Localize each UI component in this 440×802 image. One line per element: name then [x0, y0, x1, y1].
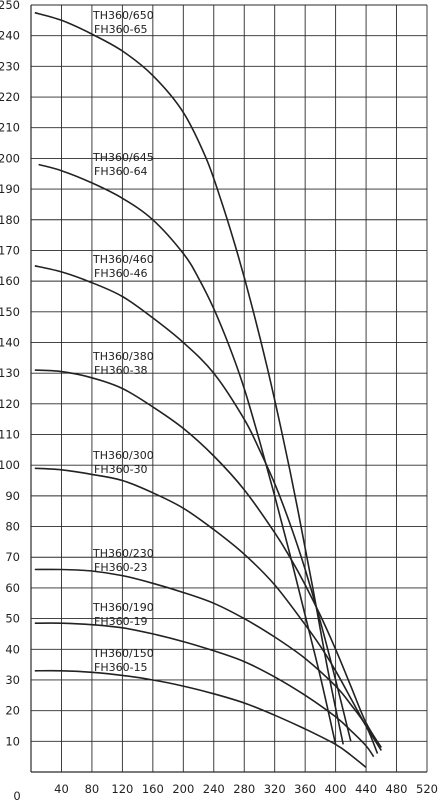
x-tick-label: 320: [264, 782, 286, 796]
series-label: FH360-38: [94, 364, 148, 377]
y-tick-label: 90: [5, 489, 20, 503]
y-tick-label: 220: [0, 90, 20, 104]
series-label: TH360/645: [92, 151, 154, 164]
y-tick-label: 10: [5, 734, 20, 748]
grid: [30, 4, 428, 773]
series-label: TH360/380: [92, 350, 154, 363]
x-tick-label: 160: [142, 782, 164, 796]
curve-th360-650: [34, 11, 344, 745]
y-tick-label: 190: [0, 182, 20, 196]
series-label: TH360/190: [92, 601, 154, 614]
y-tick-label: 20: [5, 704, 20, 718]
y-tick-label: 180: [0, 213, 20, 227]
x-tick-label: 440: [355, 782, 377, 796]
y-tick-label: 230: [0, 59, 20, 73]
y-tick-label: 70: [5, 550, 20, 564]
y-tick-label: 80: [5, 520, 20, 534]
x-tick-label: 80: [85, 782, 100, 796]
series-label: TH360/150: [92, 647, 154, 660]
x-tick-label: 280: [233, 782, 255, 796]
y-tick-label: 120: [0, 397, 20, 411]
y-tick-label: 100: [0, 458, 20, 472]
y-tick-label: 50: [5, 612, 20, 626]
curve-th360-380: [34, 369, 382, 748]
x-tick-label: 120: [111, 782, 133, 796]
curve-th360-300: [34, 467, 382, 751]
curve-th360-190: [34, 622, 375, 758]
series-label: TH360/650: [92, 9, 154, 22]
y-tick-label: 60: [5, 581, 20, 595]
series-label: FH360-46: [94, 267, 148, 280]
x-tick-label: 360: [294, 782, 316, 796]
y-tick-label: 160: [0, 274, 20, 288]
y-tick-label: 110: [0, 428, 20, 442]
x-tick-label: 400: [325, 782, 347, 796]
y-tick-label: 40: [5, 642, 20, 656]
series-label: TH360/230: [92, 547, 154, 560]
y-tick-label: 30: [5, 673, 20, 687]
curve-th360-460: [34, 265, 352, 742]
y-tick-label: 200: [0, 151, 20, 165]
curve-th360-150: [34, 669, 367, 769]
y-tick-label: 140: [0, 335, 20, 349]
series-label: TH360/300: [92, 449, 154, 462]
curve-th360-645: [38, 163, 337, 745]
series-label: FH360-19: [94, 615, 148, 628]
series-label: FH360-23: [94, 561, 148, 574]
y-tick-label: 150: [0, 305, 20, 319]
series-label: FH360-30: [94, 463, 148, 476]
x-tick-label: 200: [172, 782, 194, 796]
y-tick-label: 170: [0, 243, 20, 257]
x-tick-label: 520: [416, 782, 438, 796]
x-tick-label: 40: [54, 782, 69, 796]
origin-tick-label: 0: [13, 789, 20, 802]
series-label: FH360-65: [94, 23, 148, 36]
y-tick-label: 250: [0, 0, 20, 12]
curves: [34, 11, 382, 769]
y-tick-label: 210: [0, 121, 20, 135]
series-label: FH360-64: [94, 165, 148, 178]
curve-th360-230: [34, 568, 379, 754]
y-tick-label: 130: [0, 366, 20, 380]
series-label: TH360/460: [92, 253, 154, 266]
y-tick-label: 240: [0, 29, 20, 43]
x-tick-label: 240: [203, 782, 225, 796]
x-tick-label: 480: [386, 782, 408, 796]
series-label: FH360-15: [94, 661, 148, 674]
